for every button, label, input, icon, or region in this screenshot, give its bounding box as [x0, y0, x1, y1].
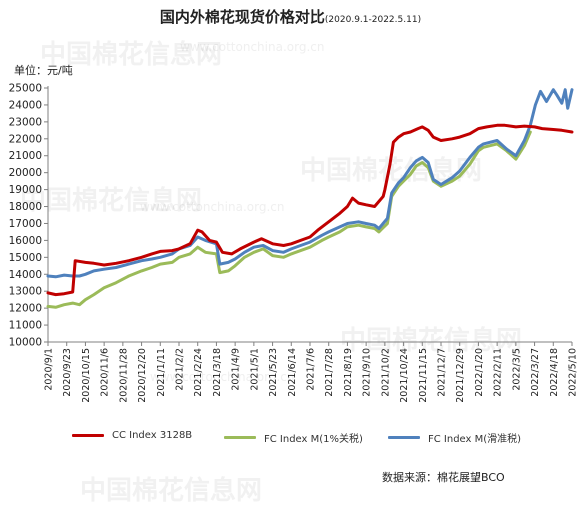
legend-label: FC Index M(1%关税): [264, 434, 363, 445]
x-tick-label: 2021/5/23: [268, 348, 279, 397]
x-tick-label: 2021/8/19: [343, 348, 354, 397]
y-tick-label: 21000: [9, 150, 42, 162]
legend-item-cc-index: CC Index 3128B: [72, 430, 192, 444]
x-tick-label: 2021/9/10: [362, 348, 373, 397]
legend-item-fc-sliding: FC Index M(滑准税): [388, 430, 522, 445]
y-tick-label: 24000: [9, 99, 42, 111]
x-tick-label: 2021/1/11: [156, 348, 167, 397]
x-tick-label: 2021/2/24: [193, 348, 204, 397]
x-tick-label: 2021/5/1: [249, 348, 260, 391]
legend-item-fc-1pct: FC Index M(1%关税): [224, 430, 363, 445]
legend-swatch-red: [72, 434, 104, 437]
x-tick-label: 2022/1/20: [474, 348, 485, 397]
x-tick-label: 2020/12/20: [137, 348, 148, 403]
chart-title-text: 国内外棉花现货价格对比: [159, 8, 325, 26]
series-cc-index-line: [46, 123, 574, 297]
y-tick-label: 19000: [9, 184, 42, 196]
y-axis-unit-label: 单位：元/吨: [14, 64, 73, 77]
x-tick-label: 2021/7/6: [306, 348, 317, 391]
y-tick-label: 25000: [9, 83, 42, 95]
y-tick-label: 13000: [9, 286, 42, 298]
x-tick-label: 2021/3/18: [212, 348, 223, 397]
x-tick-label: 2020/11/6: [100, 348, 111, 397]
x-tick-label: 2021/10/2: [380, 348, 391, 397]
x-tick-label: 2021/2/2: [175, 348, 186, 391]
y-tick-label: 18000: [9, 201, 42, 213]
series-fc-sliding-line: [46, 88, 574, 279]
x-tick-label: 2021/7/28: [324, 348, 335, 397]
axes: 10000 11000 12000 13000 14000 15000 16000 17000…: [9, 83, 579, 403]
x-tick-label: 2021/10/24: [399, 348, 410, 403]
x-tick-label: 2022/4/18: [549, 348, 560, 397]
chart-title: 国内外棉花现货价格对比(2020.9.1-2022.5.11): [0, 6, 581, 27]
legend-label: FC Index M(滑准税): [428, 434, 522, 445]
y-tick-label: 10000: [9, 337, 42, 349]
y-tick-label: 12000: [9, 303, 42, 315]
y-tick-label: 23000: [9, 116, 42, 128]
x-tick-label: 2022/2/11: [493, 348, 504, 397]
x-tick-label: 2021/4/9: [231, 348, 242, 391]
x-tick-label: 2021/6/14: [287, 348, 298, 397]
x-tick-label: 2021/12/7: [437, 348, 448, 397]
series-fc-1pct-line: [46, 130, 532, 309]
legend-swatch-blue: [388, 436, 420, 439]
x-tick-label: 2021/12/29: [455, 348, 466, 403]
x-tick-label: 2022/5/10: [568, 348, 579, 397]
x-tick-label: 2020/9/1: [44, 348, 55, 391]
series-layer: [46, 88, 574, 309]
x-tick-label: 2020/9/23: [62, 348, 73, 397]
x-tick-label: 2022/3/27: [530, 348, 541, 397]
legend-label: CC Index 3128B: [112, 430, 193, 441]
y-tick-label: 16000: [9, 235, 42, 247]
x-tick-label: 2021/11/15: [418, 348, 429, 403]
x-tick-label: 2020/11/28: [118, 348, 129, 403]
y-tick-label: 20000: [9, 167, 42, 179]
chart-subtitle: (2020.9.1-2022.5.11): [324, 15, 422, 25]
y-tick-label: 14000: [9, 269, 42, 281]
x-tick-label: 2020/10/15: [81, 348, 92, 403]
data-source-note: 数据来源：棉花展望BCO: [382, 471, 505, 484]
y-tick-label: 11000: [9, 320, 42, 332]
y-tick-label: 22000: [9, 133, 42, 145]
x-tick-label: 2022/3/5: [511, 348, 522, 391]
legend-swatch-green: [224, 436, 256, 439]
y-tick-label: 15000: [9, 252, 42, 264]
y-tick-label: 17000: [9, 218, 42, 230]
